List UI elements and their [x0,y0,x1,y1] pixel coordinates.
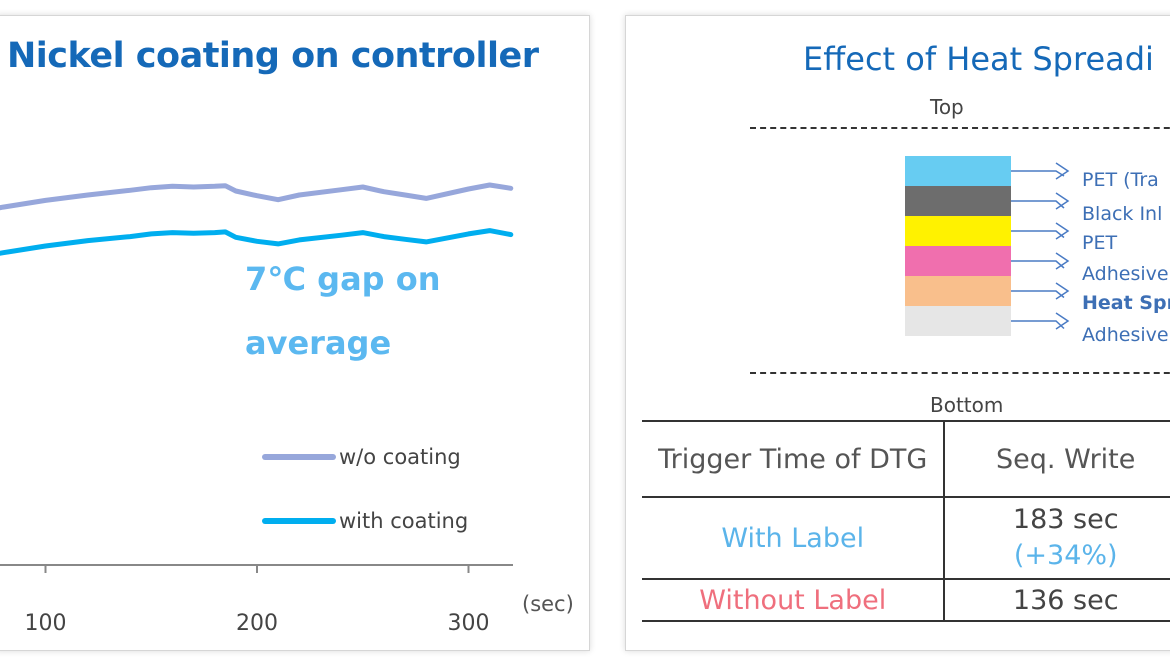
seq-write-delta: (+34%) [1013,540,1118,571]
layer-arrow [1011,162,1070,180]
layer-label: Black Inl [1082,203,1163,225]
dtg-table: Trigger Time of DTG Seq. Write With Labe… [642,420,1170,622]
x-axis-label: (sec) [522,592,574,616]
heat-spreader-title: Effect of Heat Spreadi [803,40,1154,78]
layer-band [905,306,1011,336]
layer-arrow [1011,252,1070,270]
layer-arrow [1011,192,1070,210]
layer-band [905,186,1011,216]
bottom-label: Bottom [930,393,1004,417]
layer-label: PET [1082,232,1118,254]
layer-arrow [1011,282,1070,300]
layer-arrow [1011,312,1070,330]
row-value-without-label: 136 sec [943,578,1170,622]
layer-band [905,156,1011,186]
line-chart: 100 200 300 w/o coating with coating (sec) [0,182,574,636]
layer-arrow [1011,222,1070,240]
x-tick-label: 100 [25,611,67,636]
layer-label: Heat Spr [1082,292,1170,314]
row-label-with-label: With Label [642,496,946,580]
heat-spreader-panel: Effect of Heat Spreadi Top PET (Tra Black… [625,15,1170,651]
legend-label: with coating [339,509,468,533]
table-header-cell: Trigger Time of DTG [642,420,946,498]
table-row: Without Label 136 sec [642,578,1170,622]
series-line-with-coating [0,228,514,256]
x-tick-label: 300 [448,611,490,636]
line-chart-panel: Nickel coating on controller 100 200 300 w… [0,15,590,651]
gap-annotation-line2: average [245,324,392,362]
table-header-cell: Seq. Write [943,420,1170,498]
layer-band [905,246,1011,276]
table-row: With Label 183 sec (+34%) [642,496,1170,580]
top-label: Top [930,95,964,119]
legend-label: w/o coating [339,445,461,469]
table-header-row: Trigger Time of DTG Seq. Write [642,420,1170,498]
gap-annotation-line1: 7℃ gap on [245,260,441,298]
layer-label: PET (Tra [1082,169,1159,191]
label-layer-stack [905,156,1011,336]
row-value-with-label: 183 sec (+34%) [943,496,1170,580]
series-line-without-coating [0,182,514,211]
x-tick-label: 200 [236,611,278,636]
layer-label: Adhesive [1082,263,1169,285]
layer-band [905,216,1011,246]
layer-band [905,276,1011,306]
seq-write-value: 183 sec [1012,504,1119,535]
chart-title: Nickel coating on controller [7,36,539,76]
bottom-dashed-line [750,372,1170,374]
row-label-without-label: Without Label [642,578,946,622]
layer-label: Adhesive [1082,324,1169,346]
layer-arrows [1011,162,1070,330]
top-dashed-line [750,127,1170,129]
